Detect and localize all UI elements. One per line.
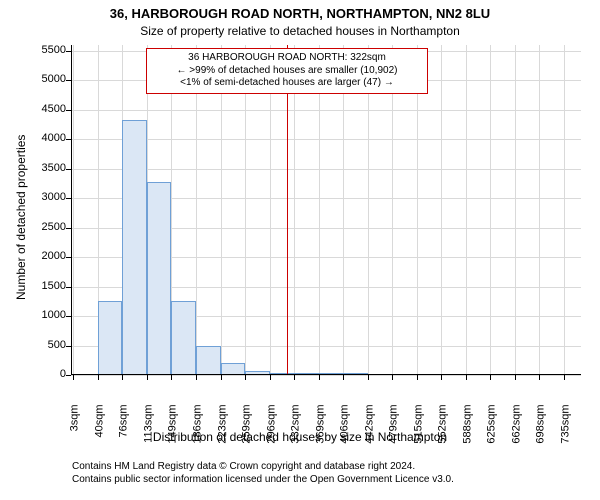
grid-v [417,45,418,375]
x-tick [147,375,148,380]
x-tick [441,375,442,380]
grid-v [319,45,320,375]
y-axis-line [71,45,72,375]
y-tick-label: 2500 [31,222,66,233]
x-tick [171,375,172,380]
grid-v [221,45,222,375]
y-axis-label: Number of detached properties [14,135,28,300]
chart-container: 36, HARBOROUGH ROAD NORTH, NORTHAMPTON, … [0,0,600,500]
x-tick [98,375,99,380]
histogram-bar [171,301,196,375]
histogram-bar [98,301,122,375]
y-tick-label: 500 [31,340,66,351]
y-tick-label: 4000 [31,133,66,144]
x-tick [343,375,344,380]
property-marker-line [287,45,288,375]
x-tick [490,375,491,380]
x-tick [392,375,393,380]
grid-v [270,45,271,375]
x-tick [466,375,467,380]
grid-v [466,45,467,375]
x-tick [417,375,418,380]
footer-attribution: Contains HM Land Registry data © Crown c… [72,460,454,486]
y-tick-label: 1500 [31,281,66,292]
grid-v [539,45,540,375]
grid-v [196,45,197,375]
histogram-bar [122,120,147,375]
footer-line2: Contains public sector information licen… [72,473,454,486]
histogram-bar [196,346,221,375]
x-axis-line [71,374,581,375]
y-tick-label: 0 [31,369,66,380]
grid-v [490,45,491,375]
y-tick-label: 3000 [31,192,66,203]
x-tick [221,375,222,380]
grid-v [515,45,516,375]
x-tick [122,375,123,380]
grid-v [564,45,565,375]
x-tick [539,375,540,380]
x-tick [196,375,197,380]
grid-v [73,45,74,375]
x-tick [294,375,295,380]
y-tick-label: 2000 [31,251,66,262]
y-tick-label: 4500 [31,104,66,115]
plot-area: 36 HARBOROUGH ROAD NORTH: 322sqm← >99% o… [71,45,581,375]
x-tick [564,375,565,380]
y-tick-label: 3500 [31,163,66,174]
annotation-box: 36 HARBOROUGH ROAD NORTH: 322sqm← >99% o… [146,48,428,94]
chart-title-sub: Size of property relative to detached ho… [0,24,600,38]
chart-title-main: 36, HARBOROUGH ROAD NORTH, NORTHAMPTON, … [0,6,600,21]
footer-line1: Contains HM Land Registry data © Crown c… [72,460,454,473]
histogram-bar [147,182,171,375]
x-axis-label: Distribution of detached houses by size … [0,430,600,444]
grid-v [343,45,344,375]
annotation-line3: <1% of semi-detached houses are larger (… [153,77,421,90]
annotation-line1: 36 HARBOROUGH ROAD NORTH: 322sqm [153,52,421,65]
grid-v [294,45,295,375]
x-tick [73,375,74,380]
x-tick [270,375,271,380]
x-tick [515,375,516,380]
y-tick-label: 1000 [31,310,66,321]
x-tick [245,375,246,380]
x-tick [368,375,369,380]
y-tick-label: 5000 [31,74,66,85]
y-tick-label: 5500 [31,45,66,56]
y-tick [66,375,71,376]
grid-v [441,45,442,375]
annotation-line2: ← >99% of detached houses are smaller (1… [153,65,421,78]
x-tick [319,375,320,380]
grid-v [368,45,369,375]
grid-v [245,45,246,375]
grid-v [392,45,393,375]
